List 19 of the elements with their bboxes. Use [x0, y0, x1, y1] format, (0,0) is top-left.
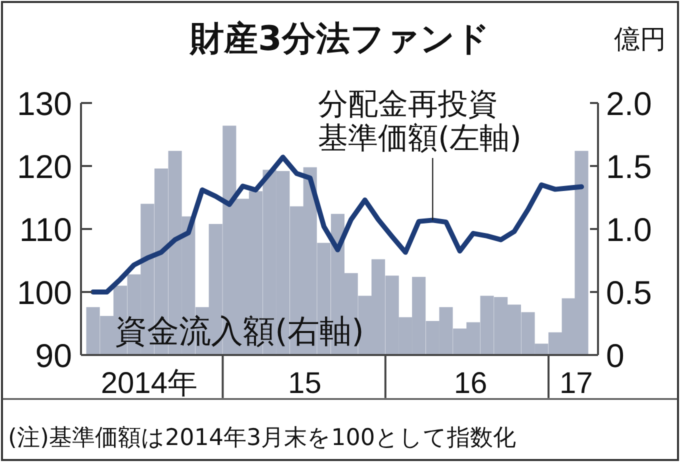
x-tick-label: 17 [559, 367, 593, 400]
chart-title: 財産3分法ファンド [189, 19, 490, 59]
y-tick-label: 130 [16, 85, 72, 122]
series-label: 資金流入額(右軸) [115, 312, 364, 350]
text: (注)基準価額は2014年3月末を100として指数化 [8, 425, 516, 451]
annotation: 分配金再投資基準価額(左軸) [318, 87, 522, 156]
y-tick-label: 120 [16, 148, 72, 185]
y-tick-label: 100 [16, 274, 72, 311]
x-tick-label: 16 [454, 367, 488, 400]
y-tick-label: 110 [19, 211, 72, 248]
y-tick-label: 90 [35, 337, 72, 374]
y2-tick-label: 0.5 [606, 274, 652, 311]
y2-tick-label: 1.0 [606, 211, 652, 248]
y2-tick-label: 2.0 [606, 85, 652, 122]
x-tick-label: 15 [288, 367, 322, 400]
y2-tick-label: 0 [606, 337, 624, 374]
y2-tick-label: 1.5 [606, 148, 652, 185]
y2-axis-title: 億円 [614, 25, 666, 55]
x-tick-label: 2014年 [100, 367, 198, 400]
